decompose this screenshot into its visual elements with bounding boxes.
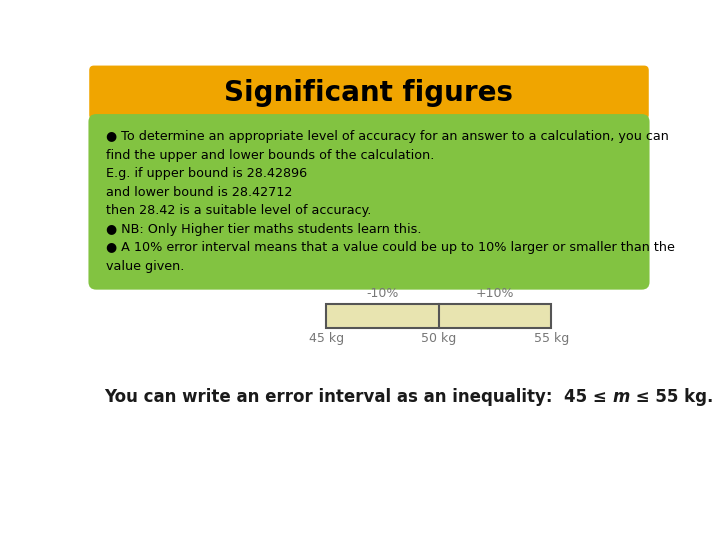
- Text: E.g. if upper bound is 28.42896: E.g. if upper bound is 28.42896: [106, 167, 307, 180]
- Text: find the upper and lower bounds of the calculation.: find the upper and lower bounds of the c…: [106, 148, 434, 162]
- Text: value given.: value given.: [106, 260, 184, 273]
- FancyBboxPatch shape: [89, 65, 649, 119]
- Text: 55 kg: 55 kg: [534, 332, 569, 345]
- Text: ● A 10% error interval means that a value could be up to 10% larger or smaller t: ● A 10% error interval means that a valu…: [106, 241, 675, 254]
- Text: -10%: -10%: [366, 287, 399, 300]
- Text: ● NB: Only Higher tier maths students learn this.: ● NB: Only Higher tier maths students le…: [106, 222, 421, 235]
- Text: and lower bound is 28.42712: and lower bound is 28.42712: [106, 186, 292, 199]
- Text: 45 kg: 45 kg: [309, 332, 344, 345]
- Text: Significant figures: Significant figures: [225, 78, 513, 106]
- Text: ≤ 55 kg.: ≤ 55 kg.: [630, 388, 714, 407]
- Text: 50 kg: 50 kg: [421, 332, 456, 345]
- FancyBboxPatch shape: [326, 303, 551, 328]
- Text: You can write an error interval as an inequality:  45 ≤: You can write an error interval as an in…: [104, 388, 613, 407]
- FancyBboxPatch shape: [89, 114, 649, 289]
- Text: +10%: +10%: [476, 287, 514, 300]
- Text: m: m: [613, 388, 630, 407]
- Text: then 28.42 is a suitable level of accuracy.: then 28.42 is a suitable level of accura…: [106, 204, 371, 217]
- Text: ● To determine an appropriate level of accuracy for an answer to a calculation, : ● To determine an appropriate level of a…: [106, 130, 668, 143]
